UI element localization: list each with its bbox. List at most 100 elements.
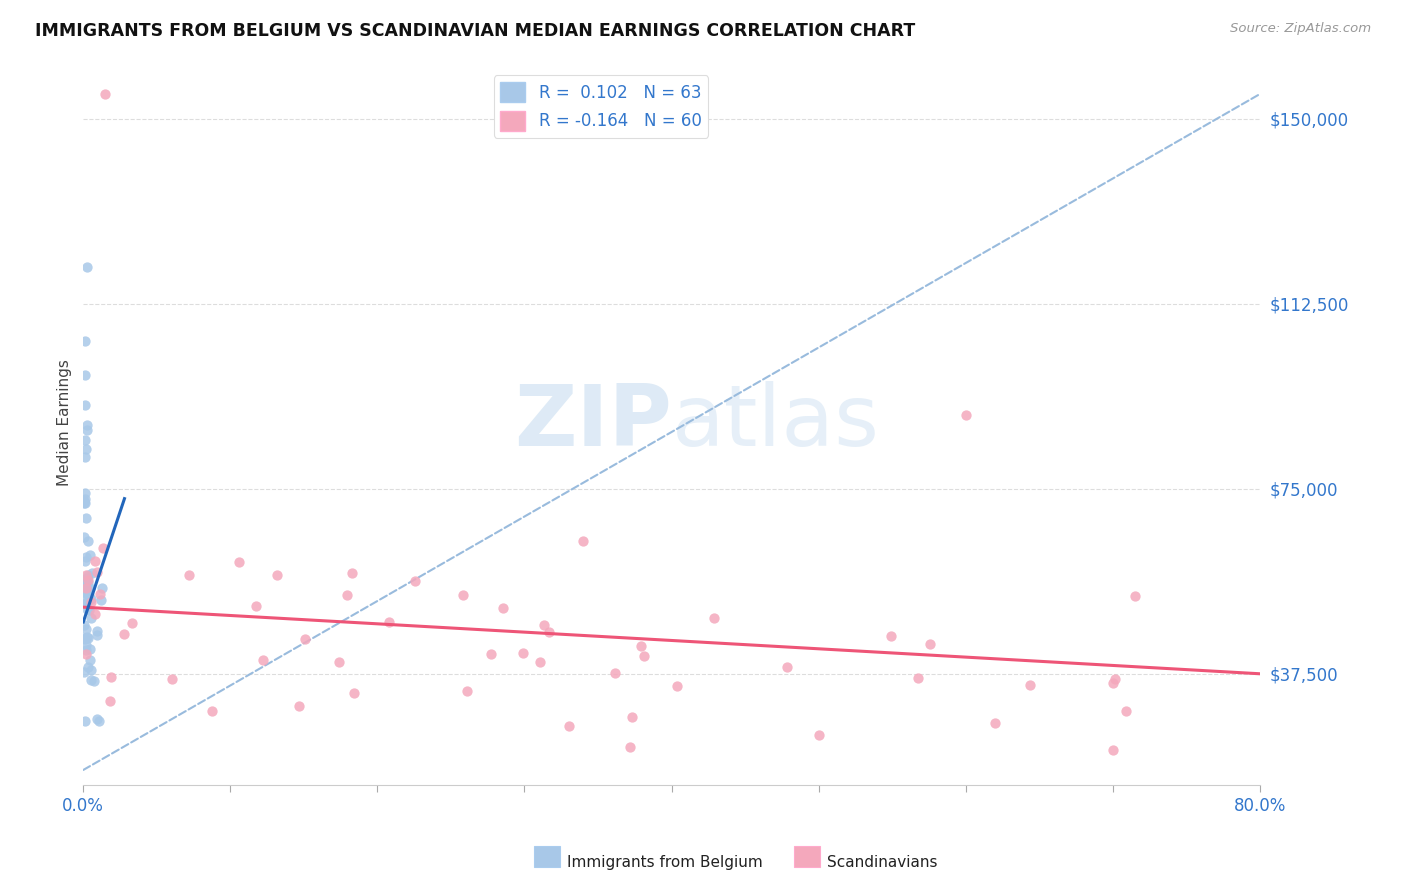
Point [228,555,250,569]
Point [86,712,108,726]
Point [288,698,311,713]
Point [73,572,96,586]
Point [77,575,100,590]
Point [633,648,655,663]
Point [75,491,97,506]
Point [336,588,359,602]
Point [76,418,98,433]
Point [75,586,97,600]
Point [80,591,103,606]
Point [75,714,97,728]
Point [76,630,98,644]
Point [776,660,799,674]
Text: ZIP: ZIP [513,381,672,464]
Point [72,632,94,646]
Point [880,628,903,642]
Point [73,494,96,508]
Point [73,493,96,508]
Legend: R =  0.102   N = 63, R = -0.164   N = 60: R = 0.102 N = 63, R = -0.164 N = 60 [494,75,709,137]
Point [620,710,643,724]
Point [79,641,101,656]
Point [75,550,97,565]
Point [907,671,929,685]
Point [80,663,103,677]
Point [533,618,555,632]
Point [94,87,117,102]
Point [80,566,103,580]
Point [77,588,100,602]
Point [1019,678,1042,692]
Point [73,496,96,510]
Point [605,666,627,681]
Point [160,672,183,686]
Text: Source: ZipAtlas.com: Source: ZipAtlas.com [1230,22,1371,36]
Point [557,718,579,732]
Point [76,582,98,596]
Point [76,602,98,616]
Point [1104,672,1126,686]
Point [529,655,551,669]
Point [73,618,96,632]
Point [73,554,96,568]
Point [86,628,108,642]
Point [75,622,97,636]
Point [75,582,97,596]
Point [72,594,94,608]
Point [75,647,97,661]
Point [343,686,366,700]
Point [918,637,941,651]
Point [266,567,288,582]
Point [572,533,595,548]
Point [91,541,114,556]
Point [76,260,98,274]
Point [86,624,108,638]
Point [492,600,515,615]
Point [201,704,224,718]
Point [73,574,96,588]
Point [512,646,534,660]
Point [453,588,475,602]
Point [79,673,101,687]
Point [75,643,97,657]
Point [77,659,100,673]
Text: IMMIGRANTS FROM BELGIUM VS SCANDINAVIAN MEDIAN EARNINGS CORRELATION CHART: IMMIGRANTS FROM BELGIUM VS SCANDINAVIAN … [35,22,915,40]
Point [481,647,503,661]
Point [75,567,97,582]
Point [90,592,112,607]
Point [86,565,108,579]
Point [328,656,350,670]
Point [76,424,98,438]
Point [89,586,111,600]
Point [121,616,143,631]
Point [807,728,830,742]
Point [76,567,98,582]
Point [983,716,1005,731]
Point [73,450,96,464]
Point [76,534,98,549]
Point [294,632,316,646]
Point [340,566,363,580]
Point [76,582,98,597]
Point [76,574,98,589]
Point [87,714,110,728]
Point [77,603,100,617]
Point [456,683,478,698]
Point [73,368,96,383]
Point [619,740,641,755]
Point [245,599,267,613]
Point [73,433,96,447]
Text: Scandinavians: Scandinavians [827,855,938,870]
Point [112,626,135,640]
Point [75,577,97,591]
Point [703,611,725,625]
Point [73,496,96,510]
Text: Immigrants from Belgium: Immigrants from Belgium [567,855,762,870]
Point [73,665,96,679]
Point [1101,676,1123,690]
Point [1123,589,1146,603]
Point [665,679,688,693]
Point [252,653,274,667]
Point [76,631,98,645]
Point [537,624,560,639]
Point [79,653,101,667]
